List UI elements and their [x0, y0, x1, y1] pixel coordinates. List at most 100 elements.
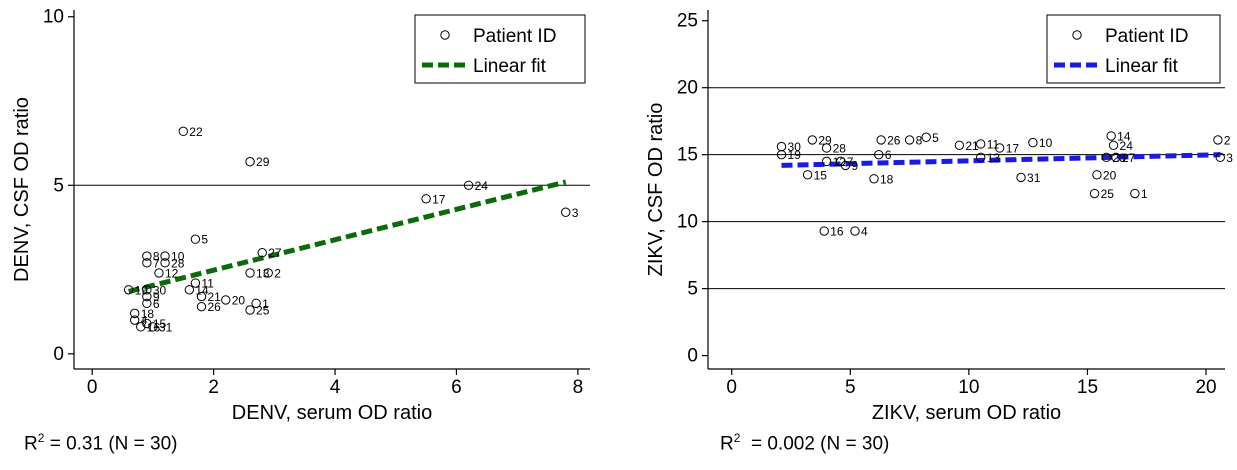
right-patient-id-label: 21 [965, 139, 979, 153]
left-patient-point [184, 285, 195, 295]
right-patient-point [876, 135, 886, 145]
right-legend-patient-id: Patient ID [1105, 26, 1188, 47]
right-patient-point [821, 143, 832, 153]
right-patient-id-label: 3 [1226, 151, 1233, 165]
right-patient-id-label: 31 [1027, 171, 1041, 185]
right-patient-point [976, 139, 986, 149]
left-patient-point [190, 234, 201, 244]
left-patient-point [196, 291, 207, 302]
right-patient-point [1092, 170, 1102, 180]
right-y-tick-label: 20 [677, 78, 698, 99]
left-patient-id-label: 14 [195, 283, 209, 297]
right-patient-id-label: 5 [932, 131, 939, 145]
right-patient-id-label: 7 [847, 155, 854, 169]
left-patient-id-label: 2 [274, 266, 281, 280]
right-patient-point [954, 140, 965, 150]
left-patient-point [142, 285, 152, 295]
right-patient-point [1028, 137, 1038, 148]
left-legend-patient-id: Patient ID [473, 26, 556, 47]
left-legend-marker [440, 30, 450, 40]
right-patient-id-label: 17 [1006, 141, 1020, 155]
right-patient-point [904, 135, 915, 145]
right-patient-point [1089, 188, 1100, 199]
left-patient-point [130, 315, 140, 325]
right-patient-point [1111, 152, 1121, 163]
left-patient-id-label: 20 [232, 293, 246, 307]
right-patient-id-label: 8 [916, 133, 923, 147]
right-legend-box [1046, 14, 1221, 84]
right-patient-id-label: 6 [885, 148, 892, 162]
left-patient-point [130, 308, 140, 319]
left-patient-point [142, 291, 152, 302]
right-patient-id-label: 27 [1122, 151, 1136, 165]
right-legend-marker [1072, 30, 1082, 40]
right-x-tick-label: 0 [726, 377, 737, 398]
left-patient-id-label: 30 [153, 283, 167, 297]
right-patient-point [1016, 172, 1026, 183]
left-patient-point [190, 278, 201, 288]
left-patient-point [142, 318, 152, 329]
left-patient-point [221, 295, 231, 305]
left-patient-id-label: 31 [159, 320, 173, 334]
left-patient-point [257, 248, 267, 258]
left-patient-point [123, 285, 134, 295]
left-patient-point [561, 207, 571, 217]
right-linear-fit-line [781, 152, 1221, 168]
left-patient-point [154, 268, 164, 278]
left-patient-id-label: 25 [256, 304, 270, 318]
left-patient-id-label: 4 [141, 314, 148, 328]
left-patient-point [136, 322, 146, 332]
left-y-tick-label: 0 [53, 344, 64, 365]
right-patient-point [1101, 152, 1112, 163]
right-patient-point [869, 174, 879, 184]
right-y-tick-label: 0 [687, 346, 698, 367]
left-patient-point [463, 180, 474, 190]
left-patient-point [421, 194, 431, 204]
left-y-axis-title: DENV, CSF OD ratio [11, 97, 33, 282]
left-patient-id-label: 27 [268, 246, 282, 260]
right-patient-id-label: 26 [887, 133, 901, 147]
right-patient-point [802, 170, 813, 180]
left-x-tick-label: 2 [208, 377, 219, 398]
right-y-tick-label: 15 [677, 145, 698, 166]
left-patient-point [142, 298, 152, 308]
right-patient-id-label: 16 [830, 225, 844, 239]
right-patient-point [976, 152, 986, 163]
right-patient-point [819, 226, 829, 236]
left-patient-id-label: 3 [572, 206, 579, 220]
right-patient-point [1215, 152, 1225, 163]
left-patient-id-label: 21 [207, 290, 221, 304]
right-x-tick-label: 10 [958, 377, 979, 398]
right-patient-id-label: 20 [1103, 168, 1117, 182]
right-legend-linear-fit: Linear fit [1105, 56, 1179, 77]
left-legend-box [414, 14, 586, 84]
right-patient-point [874, 149, 884, 160]
right-y-tick-label: 5 [687, 279, 698, 300]
right-patient-point [776, 141, 787, 152]
left-patient-point [263, 268, 273, 278]
right-patient-point [1130, 188, 1140, 199]
right-y-tick-label: 10 [677, 212, 698, 233]
right-patient-point [840, 160, 851, 171]
left-x-tick-label: 0 [87, 377, 98, 398]
left-patient-id-label: 10 [171, 250, 185, 264]
right-x-tick-label: 5 [845, 377, 856, 398]
right-patient-point [1213, 135, 1223, 145]
right-patient-point [995, 143, 1005, 153]
right-x-tick-label: 15 [1077, 377, 1098, 398]
right-patient-point [776, 149, 787, 160]
right-patient-id-label: 25 [1101, 187, 1115, 201]
right-x-axis-title: ZIKV, serum OD ratio [872, 402, 1061, 424]
left-patient-point [196, 301, 207, 312]
right-y-axis-title: ZIKV, CSF OD ratio [645, 103, 667, 277]
left-patient-id-label: 18 [141, 307, 155, 321]
right-patient-id-label: 19 [788, 148, 802, 162]
left-patient-point [245, 305, 255, 315]
left-x-axis-title: DENV, serum OD ratio [232, 402, 432, 424]
left-x-tick-label: 8 [573, 377, 584, 398]
left-patient-id-label: 6 [153, 297, 160, 311]
right-patient-id-label: 18 [880, 172, 894, 186]
left-patient-id-label: 1 [262, 297, 269, 311]
left-legend-linear-fit: Linear fit [473, 56, 547, 77]
